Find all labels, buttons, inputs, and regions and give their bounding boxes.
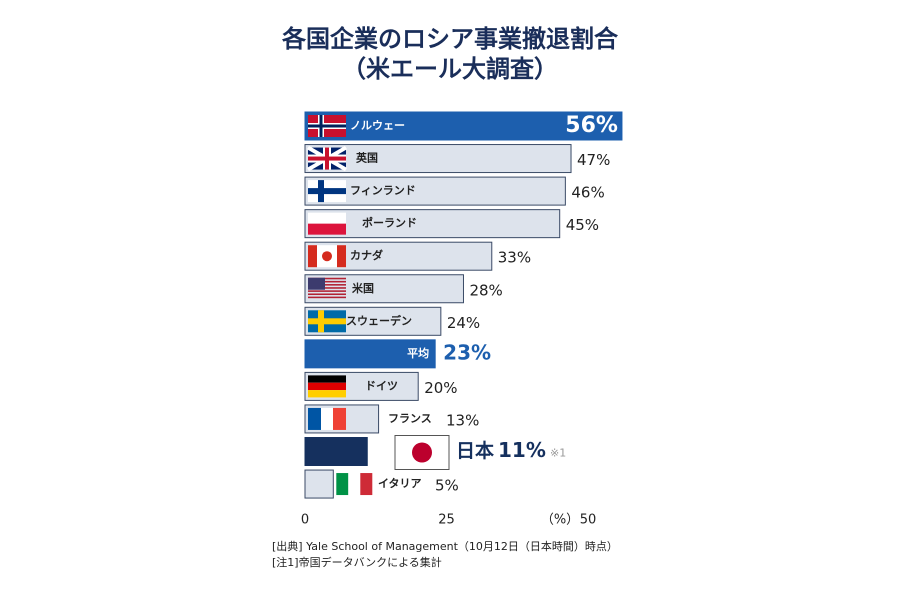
category-label: 米国 [351,281,374,295]
value-label: 28% [469,281,502,299]
flag [394,435,450,470]
footnote: [注1]帝国データバンクによる集計 [272,555,442,569]
flag [308,115,346,137]
flag-part [308,318,346,325]
category-label: 英国 [355,151,378,165]
value-label: 56% [565,113,618,138]
flag-part [308,156,346,161]
category-label: カナダ [350,248,383,262]
category-label: ドイツ [365,379,398,392]
flag-part [308,188,346,195]
x-tick-label: 50 [580,513,597,528]
bar [304,209,561,239]
flag-part [333,407,346,430]
x-tick-label: 25 [438,513,455,528]
flag-part [308,296,346,299]
flag-part [308,212,346,224]
chart-title: 各国企業のロシア事業撤退割合 [281,25,619,53]
flag-part [308,284,346,286]
flag-part [348,473,361,496]
value-label: 20% [424,379,457,397]
flag [308,180,346,203]
flag-part [308,223,346,235]
x-tick-label: 0 [301,513,309,528]
flag [308,245,346,268]
value-label: 47% [577,151,610,169]
value-label: 46% [571,184,604,202]
bar [304,339,436,369]
bar [304,144,572,174]
bar [304,111,623,141]
flag-part [308,277,325,290]
bar [304,437,368,466]
flag-part [337,245,346,268]
flag [306,145,348,172]
value-label: 24% [447,314,480,332]
flag-part [360,473,373,496]
flag [308,407,346,430]
x-axis-label: （%） [541,513,579,528]
flag-part [308,407,321,430]
flag [308,375,346,398]
flag-part [308,245,317,268]
flag-part [321,407,333,430]
flag-part [412,442,432,463]
flag [308,277,346,299]
flag-part [336,473,349,496]
source-note: [出典] Yale School of Management（10月12日（日本… [272,539,618,553]
value-label: 45% [566,216,599,234]
value-label: 13% [446,411,479,429]
flag-part [308,280,346,283]
category-label: 平均 [407,346,429,360]
flag-part [308,375,346,383]
flag-part [308,290,346,292]
flag [336,473,373,496]
value-label: 5% [435,477,459,495]
value-label: 23% [443,340,491,364]
value-label: 11% [498,438,546,462]
annotation: ※1 [550,447,566,460]
category-label: フランス [388,412,432,425]
flag-part [308,277,346,280]
flag-part [308,382,346,391]
flag [308,310,346,333]
chart-subtitle: （米エール大調査） [342,55,558,83]
category-label: 日本 [456,439,494,462]
flag-part [322,251,332,262]
flag [308,212,346,235]
flag-part [308,287,346,289]
bar [304,469,334,499]
category-label: フィンランド [350,184,416,197]
flag-part [308,390,346,398]
category-label: イタリア [378,477,422,490]
flag-part [308,293,346,296]
flag-part [308,124,346,128]
category-label: ポーランド [362,216,417,230]
bar [304,176,566,206]
category-label: スウェーデン [346,313,412,327]
category-label: ノルウェー [350,119,405,132]
value-label: 33% [498,249,531,267]
